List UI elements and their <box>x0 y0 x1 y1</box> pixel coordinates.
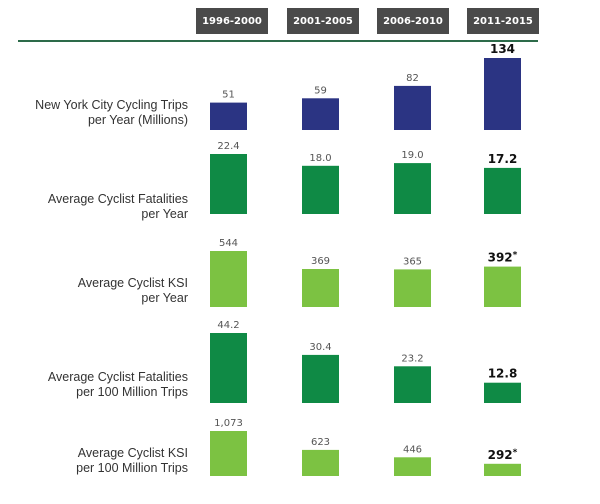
row-label-ksi-per-100m: Average Cyclist KSI per 100 Million Trip… <box>18 446 188 476</box>
period-tab-2006-2010: 2006-2010 <box>377 8 449 34</box>
value-label-row4-1996-2000: 44.2 <box>217 320 239 331</box>
bar-row5-2006-2010 <box>394 457 431 476</box>
bar-row1-2006-2010 <box>394 85 431 130</box>
row-label-fatalities-per-100m-line2: per 100 Million Trips <box>76 385 188 399</box>
bar-row3-2006-2010 <box>394 269 431 307</box>
bar-row3-2001-2005 <box>302 269 339 307</box>
bar-row2-2011-2015 <box>484 167 521 214</box>
row-label-trips-line1: New York City Cycling Trips <box>35 98 188 112</box>
value-label-row1-2006-2010: 82 <box>406 73 419 84</box>
row-label-trips: New York City Cycling Trips per Year (Mi… <box>18 98 188 128</box>
row-label-fatalities-per-year: Average Cyclist Fatalities per Year <box>18 192 188 222</box>
value-label-row3-2001-2005: 369 <box>311 256 330 267</box>
value-label-row3-2006-2010: 365 <box>403 256 422 267</box>
row-label-fatalities-per-year-line2: per Year <box>141 207 188 221</box>
row-label-ksi-per-year-line2: per Year <box>141 291 188 305</box>
value-label-row4-2011-2015: 12.8 <box>488 367 518 381</box>
row-label-ksi-per-year-line1: Average Cyclist KSI <box>77 276 188 290</box>
value-label-row1-2001-2005: 59 <box>314 85 327 96</box>
bar-row4-2001-2005 <box>302 354 339 403</box>
bar-row1-1996-2000 <box>210 102 247 130</box>
bar-row1-2011-2015 <box>484 58 521 130</box>
row-label-fatalities-per-year-line1: Average Cyclist Fatalities <box>47 192 188 206</box>
bar-row3-2011-2015 <box>484 266 521 307</box>
bar-row4-2011-2015 <box>484 382 521 403</box>
value-label-row1-1996-2000: 51 <box>222 90 235 101</box>
value-label-row5-1996-2000: 1,073 <box>214 418 243 429</box>
value-label-row5-2001-2005: 623 <box>311 437 330 448</box>
value-label-row3-2011-2015: 392* <box>488 251 518 265</box>
value-label-row2-2001-2005: 18.0 <box>309 153 331 164</box>
period-tab-1996-2000: 1996-2000 <box>196 8 268 34</box>
bar-row4-2006-2010 <box>394 366 431 403</box>
bar-row4-1996-2000 <box>210 333 247 403</box>
row-label-ksi-per-year: Average Cyclist KSI per Year <box>18 276 188 306</box>
period-tab-2001-2005: 2001-2005 <box>287 8 359 34</box>
value-label-row4-2006-2010: 23.2 <box>401 353 423 364</box>
row-label-ksi-per-100m-line1: Average Cyclist KSI <box>77 446 188 460</box>
bar-row1-2001-2005 <box>302 98 339 130</box>
bar-row2-2001-2005 <box>302 165 339 214</box>
value-label-row5-2006-2010: 446 <box>403 444 422 455</box>
row-label-fatalities-per-100m-line1: Average Cyclist Fatalities <box>47 370 188 384</box>
period-tab-2011-2015: 2011-2015 <box>467 8 539 34</box>
bar-row2-1996-2000 <box>210 154 247 214</box>
value-label-row5-2011-2015: 292* <box>488 448 518 462</box>
bar-row5-2011-2015 <box>484 463 521 476</box>
header-rule <box>18 40 538 42</box>
row-label-trips-line2: per Year (Millions) <box>87 113 188 127</box>
bar-row5-2001-2005 <box>302 449 339 476</box>
value-label-row2-1996-2000: 22.4 <box>217 141 239 152</box>
value-label-row1-2011-2015: 134 <box>490 42 515 56</box>
value-label-row2-2011-2015: 17.2 <box>488 152 518 166</box>
value-label-row3-1996-2000: 544 <box>219 238 238 249</box>
value-label-row2-2006-2010: 19.0 <box>401 150 423 161</box>
row-label-ksi-per-100m-line2: per 100 Million Trips <box>76 461 188 475</box>
bar-row5-1996-2000 <box>210 431 247 476</box>
bar-row3-1996-2000 <box>210 251 247 307</box>
value-label-row4-2001-2005: 30.4 <box>309 342 331 353</box>
row-label-fatalities-per-100m: Average Cyclist Fatalities per 100 Milli… <box>18 370 188 400</box>
bar-row2-2006-2010 <box>394 163 431 214</box>
